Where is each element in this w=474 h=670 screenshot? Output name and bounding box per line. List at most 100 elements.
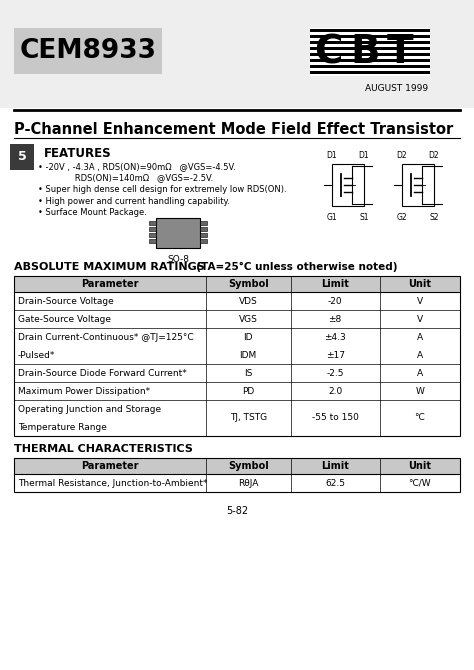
Text: -Pulsed*: -Pulsed*: [18, 350, 55, 360]
Bar: [149, 227, 156, 230]
Text: • High power and current handling capability.: • High power and current handling capabi…: [38, 196, 230, 206]
Text: ABSOLUTE MAXIMUM RATINGS: ABSOLUTE MAXIMUM RATINGS: [14, 262, 205, 272]
Bar: [156, 218, 200, 248]
Bar: [149, 221, 156, 224]
Text: Drain-Source Voltage: Drain-Source Voltage: [18, 297, 114, 306]
Bar: [14, 276, 460, 436]
Text: VDS: VDS: [239, 297, 257, 306]
Text: Unit: Unit: [409, 279, 431, 289]
Bar: [310, 52, 430, 56]
Bar: [310, 71, 430, 74]
Text: Limit: Limit: [321, 279, 349, 289]
Text: ID: ID: [244, 332, 253, 342]
Bar: [200, 233, 207, 237]
Bar: [10, 144, 34, 170]
Bar: [14, 276, 460, 292]
Bar: [14, 28, 162, 74]
Text: • Super high dense cell design for extremely low RDS(ON).: • Super high dense cell design for extre…: [38, 185, 287, 194]
Bar: [149, 233, 156, 237]
Text: Operating Junction and Storage: Operating Junction and Storage: [18, 405, 161, 413]
Text: IDM: IDM: [239, 350, 257, 360]
Text: SO-8: SO-8: [167, 255, 189, 264]
Bar: [200, 227, 207, 230]
Text: P-Channel Enhancement Mode Field Effect Transistor: P-Channel Enhancement Mode Field Effect …: [14, 122, 453, 137]
Text: TJ, TSTG: TJ, TSTG: [229, 413, 267, 423]
Text: B: B: [350, 33, 380, 71]
Text: G1: G1: [327, 213, 337, 222]
Text: ±17: ±17: [326, 350, 345, 360]
Text: 5: 5: [18, 151, 27, 163]
Bar: [332, 164, 364, 206]
Text: CEM8933: CEM8933: [19, 38, 156, 64]
Bar: [310, 34, 430, 38]
Text: S2: S2: [429, 213, 439, 222]
Text: D1: D1: [359, 151, 369, 160]
Text: • -20V , -4.3A , RDS(ON)=90mΩ   @VGS=-4.5V.: • -20V , -4.3A , RDS(ON)=90mΩ @VGS=-4.5V…: [38, 162, 236, 171]
Bar: [149, 239, 156, 243]
Bar: [14, 458, 460, 474]
Text: AUGUST 1999: AUGUST 1999: [365, 84, 428, 93]
Text: W: W: [415, 387, 424, 395]
Text: Gate-Source Voltage: Gate-Source Voltage: [18, 314, 111, 324]
Text: ±4.3: ±4.3: [324, 332, 346, 342]
Bar: [14, 328, 460, 364]
Text: RDS(ON)=140mΩ   @VGS=-2.5V.: RDS(ON)=140mΩ @VGS=-2.5V.: [38, 174, 213, 182]
Text: Symbol: Symbol: [228, 461, 269, 471]
Text: Parameter: Parameter: [81, 461, 138, 471]
Text: C: C: [314, 33, 342, 71]
Text: G2: G2: [397, 213, 407, 222]
Bar: [310, 70, 430, 74]
Text: °C/W: °C/W: [409, 478, 431, 488]
Text: -20: -20: [328, 297, 342, 306]
Bar: [310, 59, 430, 62]
Bar: [402, 164, 434, 206]
Text: Parameter: Parameter: [81, 279, 138, 289]
Text: 62.5: 62.5: [325, 478, 345, 488]
Bar: [14, 310, 460, 328]
Text: A: A: [417, 350, 423, 360]
Text: -2.5: -2.5: [327, 369, 344, 377]
Bar: [310, 46, 430, 50]
Text: °C: °C: [414, 413, 425, 423]
Text: 5-82: 5-82: [226, 506, 248, 516]
Bar: [14, 292, 460, 310]
Text: A: A: [417, 332, 423, 342]
Bar: [310, 28, 430, 32]
Bar: [14, 474, 460, 492]
Text: Temperature Range: Temperature Range: [18, 423, 107, 431]
Text: Symbol: Symbol: [228, 279, 269, 289]
Text: V: V: [417, 314, 423, 324]
Bar: [14, 382, 460, 400]
Text: D1: D1: [327, 151, 337, 160]
Text: • Surface Mount Package.: • Surface Mount Package.: [38, 208, 147, 217]
Text: (TA=25°C unless otherwise noted): (TA=25°C unless otherwise noted): [189, 262, 398, 272]
Text: S1: S1: [359, 213, 369, 222]
Text: Maximum Power Dissipation*: Maximum Power Dissipation*: [18, 387, 150, 395]
Text: PD: PD: [242, 387, 254, 395]
Bar: [310, 35, 430, 38]
Text: D2: D2: [397, 151, 407, 160]
Bar: [200, 239, 207, 243]
Text: Thermal Resistance, Junction-to-Ambient*: Thermal Resistance, Junction-to-Ambient*: [18, 478, 208, 488]
Bar: [310, 41, 430, 44]
Text: Drain Current-Continuous* @TJ=125°C: Drain Current-Continuous* @TJ=125°C: [18, 332, 193, 342]
Text: FEATURES: FEATURES: [44, 147, 111, 160]
Text: 2.0: 2.0: [328, 387, 342, 395]
Bar: [310, 65, 430, 68]
Text: Drain-Source Diode Forward Current*: Drain-Source Diode Forward Current*: [18, 369, 187, 377]
Bar: [14, 458, 460, 492]
Bar: [310, 58, 430, 62]
Text: D2: D2: [428, 151, 439, 160]
Bar: [14, 364, 460, 382]
Text: VGS: VGS: [239, 314, 257, 324]
Text: A: A: [417, 369, 423, 377]
Text: THERMAL CHARACTERISTICS: THERMAL CHARACTERISTICS: [14, 444, 193, 454]
Bar: [14, 400, 460, 436]
Bar: [310, 53, 430, 56]
Text: T: T: [387, 33, 413, 71]
Bar: [310, 28, 430, 76]
Bar: [310, 29, 430, 32]
Text: -55 to 150: -55 to 150: [312, 413, 358, 423]
Text: Limit: Limit: [321, 461, 349, 471]
Bar: [200, 221, 207, 224]
